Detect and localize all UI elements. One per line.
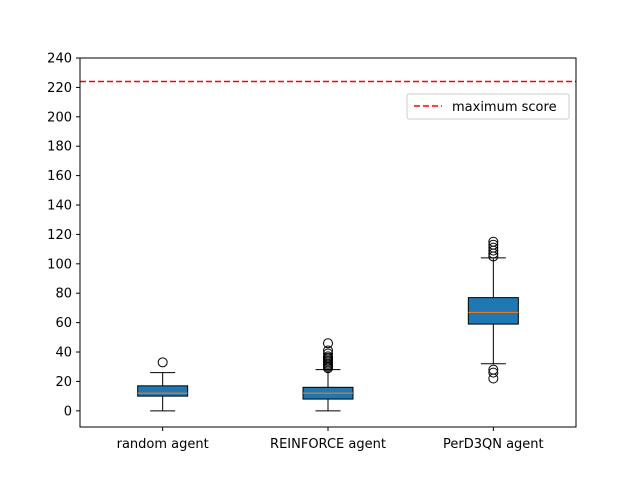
y-tick-label: 220: [47, 81, 72, 96]
box: [467, 297, 519, 325]
plot-area: 0 20 40 60 80 100 120 140 160 180 200 220 240 random …: [47, 52, 576, 452]
y-tick-label: 180: [47, 140, 72, 155]
y-tick-label: 20: [55, 375, 72, 390]
x-tick-label: random agent: [117, 437, 209, 452]
y-tick-label: 40: [55, 346, 72, 361]
box: [137, 385, 189, 397]
outlier-point: [323, 348, 333, 359]
outlier-point: [488, 236, 499, 247]
outlier-point: [488, 239, 499, 250]
outlier-point: [323, 351, 333, 362]
y-tick-label: 160: [47, 169, 72, 184]
outlier-point: [323, 345, 333, 356]
x-tick-label: REINFORCE agent: [270, 437, 386, 452]
y-tick-label: 0: [64, 404, 72, 419]
x-tick-label: PerD3QN agent: [443, 437, 544, 452]
y-tick-label: 240: [47, 52, 72, 67]
legend: maximum score: [406, 93, 570, 120]
y-tick-label: 80: [55, 287, 72, 302]
outlier-point: [157, 357, 168, 368]
y-tick-label: 140: [47, 199, 72, 214]
y-tick-label: 60: [55, 316, 72, 331]
outlier-point: [323, 338, 333, 349]
outlier-point: [488, 242, 499, 253]
y-tick-label: 120: [47, 228, 72, 243]
axes-frame: [79, 57, 577, 428]
legend-box: [406, 93, 570, 120]
outlier-point: [488, 364, 499, 375]
legend-label-maximum-score: maximum score: [452, 100, 557, 115]
outlier-point: [488, 367, 499, 378]
y-tick-label: 100: [47, 257, 72, 272]
y-tick-label: 200: [47, 110, 72, 125]
